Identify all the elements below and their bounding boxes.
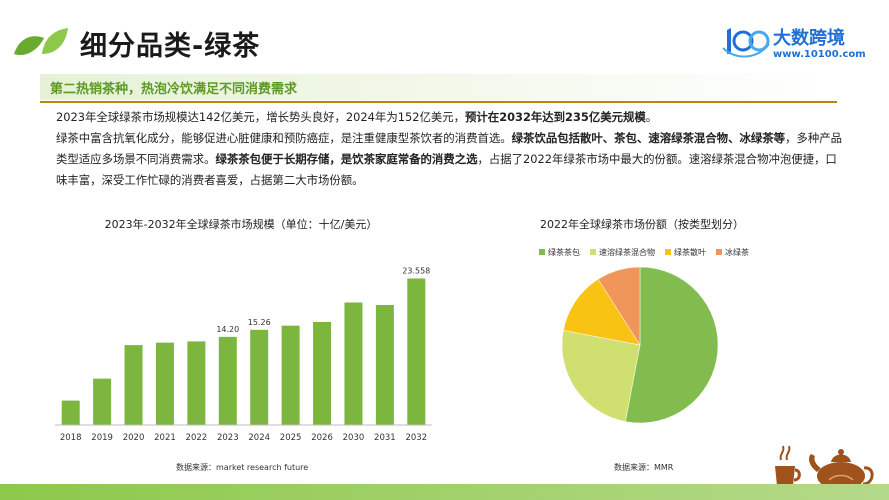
pie-slice-绿茶茶包 <box>625 266 719 424</box>
bar-2026 <box>313 321 332 425</box>
pie-chart-source: 数据来源：MMR <box>614 463 674 472</box>
text-p3-end: ，占据了2022年绿茶市场中最大的份额。速溶绿茶混合物冲泡便捷，口味丰富，深受工… <box>56 152 837 187</box>
brand-logo: 大数跨境 www.10100.com <box>721 22 871 64</box>
x-tick-label: 2021 <box>154 433 176 443</box>
x-tick-label: 2026 <box>311 433 333 443</box>
page-title: 细分品类-绿茶 <box>80 31 261 62</box>
x-tick-label: 2020 <box>123 433 145 443</box>
bar-2023 <box>218 336 237 425</box>
legend-swatch <box>665 249 671 255</box>
subtitle-bar <box>40 74 837 100</box>
x-tick-label: 2030 <box>343 433 365 443</box>
x-tick-label: 2018 <box>60 433 82 443</box>
bar-chart-title: 2023年-2032年全球绿茶市场规模（单位：十亿/美元） <box>105 217 378 231</box>
x-tick-label: 2019 <box>91 433 113 443</box>
bar-data-label: 15.26 <box>248 318 271 327</box>
legend-swatch <box>590 249 596 255</box>
pie-slice-速溶绿茶混合物 <box>561 330 641 422</box>
x-tick-label: 2025 <box>280 433 302 443</box>
leaf-logo-icon <box>14 28 68 56</box>
bar-chart-source: 数据来源：market research future <box>176 463 309 472</box>
bar-2025 <box>281 325 300 425</box>
bar-2024 <box>250 329 269 425</box>
bar-data-label: 23.558 <box>402 266 430 275</box>
x-tick-label: 2032 <box>405 433 427 443</box>
brand-mark-icon <box>722 28 770 58</box>
bar-2030 <box>344 302 363 425</box>
legend-entry: 绿茶散叶 <box>674 247 706 257</box>
text-p2-bold: 绿茶饮品包括散叶、茶包、速溶绿茶混合物、冰绿茶等 <box>511 131 786 145</box>
brand-url: www.10100.com <box>773 49 866 60</box>
legend-entry: 绿茶茶包 <box>548 247 580 257</box>
bar-2021 <box>155 342 174 425</box>
bar-data-label: 14.20 <box>216 325 239 334</box>
divider-rule <box>40 101 837 103</box>
bar-2020 <box>124 345 143 425</box>
footer-band <box>0 484 889 500</box>
bar-2031 <box>375 304 394 425</box>
bar-2032 <box>407 278 426 425</box>
text-p2-end: ，多种产品类型适应多场景不同消费需求。 <box>56 131 842 166</box>
x-tick-label: 2024 <box>248 433 270 443</box>
legend-entry: 冰绿茶 <box>725 247 749 257</box>
pie-slice-绿茶散叶 <box>563 278 641 346</box>
legend-entry: 速溶绿茶混合物 <box>599 247 655 257</box>
brand-name: 大数跨境 <box>773 28 845 49</box>
pie-chart-title: 2022年全球绿茶市场份额（按类型划分） <box>540 217 744 231</box>
summary-paragraph: 2023年全球绿茶市场规模达142亿美元，增长势头良好，2024年为152亿美元… <box>56 107 846 191</box>
section-subtitle: 第二热销茶种，热泡冷饮满足不同消费需求 <box>50 82 298 97</box>
pie-slice-冰绿茶 <box>597 266 641 346</box>
bar-2022 <box>187 341 206 425</box>
teapot-icon <box>773 445 874 490</box>
text-p1: 2023年全球绿茶市场规模达142亿美元，增长势头良好，2024年为152亿美元… <box>56 110 466 124</box>
legend-swatch <box>539 249 545 255</box>
x-tick-label: 2031 <box>374 433 396 443</box>
text-p3-bold: 绿茶茶包便于长期存储，是饮茶家庭常备的消费之选 <box>215 152 478 166</box>
text-p2: 绿茶中富含抗氧化成分，能够促进心脏健康和预防癌症，是注重健康型茶饮者的消费首选。 <box>56 131 512 145</box>
x-tick-label: 2022 <box>186 433 208 443</box>
bar-2018 <box>61 400 80 425</box>
bar-2019 <box>93 378 112 425</box>
text-p1-end: 。 <box>645 110 658 124</box>
x-tick-label: 2023 <box>217 433 239 443</box>
legend-swatch <box>716 249 722 255</box>
text-p1-bold: 预计在2032年达到235亿美元规模 <box>465 110 646 124</box>
